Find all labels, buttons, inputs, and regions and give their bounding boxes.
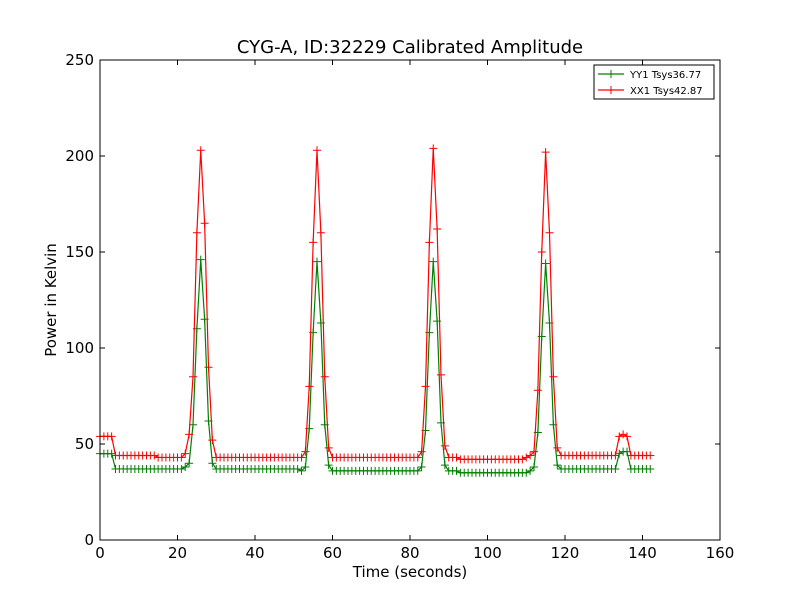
x-tick-label: 40 (245, 544, 264, 562)
series-1 (96, 144, 655, 464)
data-point-marker (526, 466, 535, 475)
y-tick-label: 0 (84, 531, 94, 549)
data-point-marker (537, 248, 546, 256)
axis-ticks: 0 20 40 60 80 100 120 140 160 0 50 100 150 200 250 (65, 51, 734, 562)
data-point-marker (417, 447, 426, 456)
legend-label: YY1 Tsys36.77 (629, 70, 701, 81)
data-point-marker (177, 464, 186, 473)
data-point-marker (452, 466, 461, 475)
data-point-marker (324, 443, 333, 452)
data-point-marker (196, 146, 205, 155)
data-point-marker (313, 146, 321, 155)
y-tick-label: 100 (65, 339, 94, 357)
data-point-marker (301, 463, 310, 472)
data-point-marker (646, 464, 655, 473)
data-point-marker (553, 461, 562, 470)
series-0 (96, 255, 655, 477)
data-point-marker (196, 255, 205, 264)
x-tick-label: 160 (706, 544, 735, 562)
data-point-marker (200, 219, 209, 228)
data-point-marker (301, 447, 310, 456)
data-point-marker (553, 443, 562, 452)
data-point-marker (305, 382, 314, 391)
y-tick-label: 200 (65, 147, 94, 165)
data-point-marker (425, 238, 434, 247)
data-point-marker (185, 459, 194, 468)
data-point-marker (541, 148, 550, 157)
legend-entry: XX1 Tsys42.87 (598, 86, 703, 97)
x-tick-label: 0 (95, 544, 105, 562)
legend-marker (607, 86, 615, 94)
legend-label: XX1 Tsys42.87 (630, 86, 703, 97)
data-point-marker (611, 464, 620, 473)
legend-box (593, 64, 715, 100)
data-point-marker (181, 449, 190, 458)
x-tick-label: 140 (628, 544, 657, 562)
data-point-marker (107, 449, 116, 458)
data-point-marker (615, 432, 624, 441)
y-tick-label: 250 (65, 51, 94, 69)
data-point-marker (181, 463, 190, 472)
data-point-marker (189, 372, 197, 381)
data-point-marker (309, 238, 318, 247)
chart-title: CYG-A, ID:32229 Calibrated Amplitude (237, 37, 583, 58)
data-point-marker (619, 430, 628, 439)
y-tick-label: 50 (75, 435, 94, 453)
data-point-marker (533, 386, 542, 395)
x-tick-label: 100 (473, 544, 502, 562)
data-point-marker (150, 451, 159, 460)
legend-entry: YY1 Tsys36.77 (598, 70, 701, 81)
data-point-marker (433, 224, 442, 233)
data-point-marker (522, 453, 531, 462)
data-point-marker (611, 451, 620, 460)
data-point-marker (324, 461, 333, 470)
data-point-marker (204, 363, 213, 372)
data-point-marker (545, 228, 554, 237)
data-point-marker (421, 382, 430, 391)
data-point-marker (615, 449, 624, 458)
data-point-marker (429, 144, 438, 153)
data-point-marker (185, 430, 194, 439)
data-point-marker (208, 459, 217, 468)
data-point-marker (320, 372, 329, 381)
data-point-marker (316, 228, 325, 237)
x-tick-label: 80 (400, 544, 419, 562)
x-tick-label: 20 (168, 544, 187, 562)
data-point-marker (623, 432, 631, 441)
data-point-marker (440, 461, 449, 470)
data-point-marker (293, 464, 302, 473)
data-point-marker (549, 372, 558, 381)
legend: YY1 Tsys36.77 XX1 Tsys42.87 (593, 64, 715, 100)
data-point-marker (518, 455, 527, 464)
data-point-marker (297, 453, 306, 462)
data-point-marker (541, 259, 550, 268)
y-tick-label: 150 (65, 243, 94, 261)
data-point-marker (452, 453, 461, 462)
data-point-marker (107, 432, 116, 441)
x-tick-label: 120 (551, 544, 580, 562)
data-point-marker (313, 257, 321, 266)
x-axis-label: Time (seconds) (352, 563, 468, 581)
data-point-marker (646, 451, 655, 460)
data-point-marker (297, 466, 306, 475)
legend-marker (607, 70, 615, 78)
data-point-marker (192, 228, 201, 237)
data-point-marker (522, 468, 531, 477)
data-point-marker (437, 370, 445, 379)
data-point-marker (530, 463, 538, 472)
data-point-marker (440, 441, 449, 450)
data-point-marker (413, 466, 422, 475)
data-point-marker (526, 451, 535, 460)
y-axis-label: Power in Kelvin (42, 243, 60, 357)
plot-lines (96, 144, 655, 477)
data-point-marker (417, 463, 426, 472)
data-point-marker (530, 447, 538, 456)
data-point-marker (429, 257, 438, 266)
data-point-marker (413, 453, 422, 462)
x-tick-label: 60 (323, 544, 342, 562)
data-point-marker (208, 436, 217, 445)
data-point-marker (177, 453, 186, 462)
